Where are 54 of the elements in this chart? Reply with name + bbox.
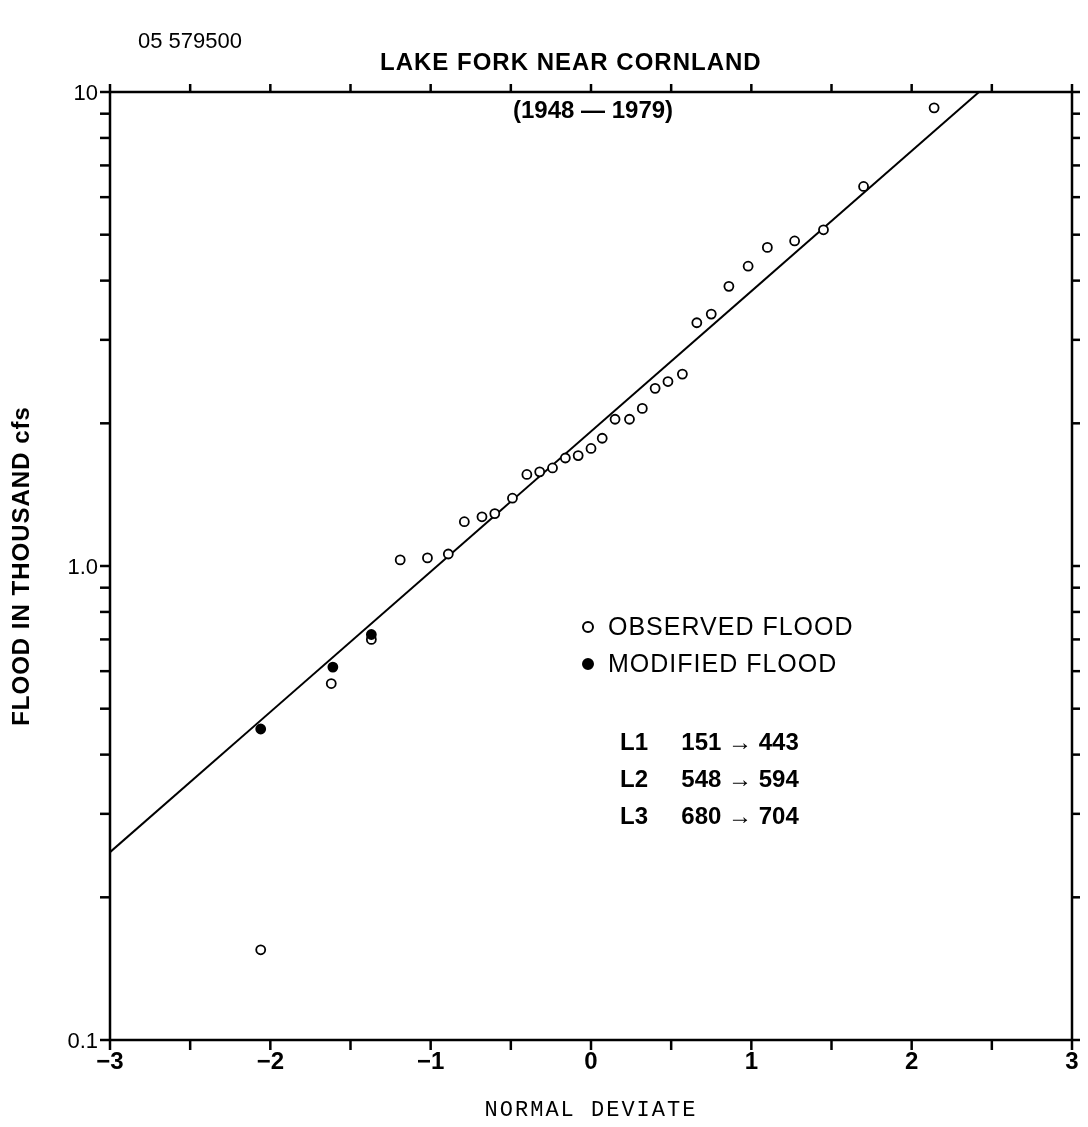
point [609, 413, 621, 425]
point [489, 508, 501, 519]
point [365, 629, 377, 640]
point [742, 260, 754, 272]
point [761, 242, 773, 253]
x-axis-title: NORMAL DEVIATE [484, 1098, 698, 1123]
point [394, 554, 406, 566]
chart-title: LAKE FORK NEAR CORNLAND [380, 48, 762, 76]
x-tick-label: 1 [744, 1047, 759, 1075]
x-tick-label: 2 [904, 1047, 919, 1075]
annotation: L1 151 → 443 [620, 727, 799, 757]
point [442, 548, 454, 560]
point [534, 466, 546, 478]
point [521, 469, 533, 480]
point [327, 661, 339, 673]
legend-label: MODIFIED FLOOD [608, 648, 838, 679]
point [789, 235, 801, 247]
point [559, 452, 571, 464]
text: 05 579500 [138, 28, 242, 54]
y-tick-label: 10 [73, 79, 98, 105]
point [928, 102, 940, 114]
point [585, 443, 597, 454]
point [858, 181, 869, 192]
point [676, 368, 688, 380]
point [255, 723, 267, 735]
point [649, 382, 661, 394]
point [458, 516, 470, 528]
y-tick-label: 1.0 [67, 553, 98, 579]
point [325, 678, 337, 689]
x-tick-label: −1 [416, 1047, 445, 1075]
point [255, 944, 267, 956]
point [572, 450, 584, 461]
annotation: L3 680 → 704 [620, 801, 799, 831]
point [705, 308, 717, 320]
point [723, 280, 735, 292]
chart-subtitle: (1948 — 1979) [513, 96, 674, 124]
y-tick-label: 0.1 [67, 1027, 98, 1053]
y-axis-title: FLOOD IN THOUSAND cfs [6, 406, 34, 726]
point [691, 317, 703, 329]
legend-label: OBSERVED FLOOD [608, 611, 854, 642]
point [422, 552, 433, 564]
point [624, 413, 635, 425]
point [507, 492, 518, 504]
point [476, 511, 488, 523]
x-tick-label: −3 [96, 1047, 124, 1075]
point [818, 224, 829, 236]
x-tick-label: −2 [256, 1047, 285, 1075]
point [662, 376, 674, 387]
point [636, 403, 648, 414]
point [596, 432, 608, 444]
annotation: L2 548 → 594 [620, 764, 799, 794]
x-tick-label: 3 [1065, 1047, 1079, 1075]
point [547, 462, 558, 474]
x-tick-label: 0 [584, 1047, 598, 1075]
